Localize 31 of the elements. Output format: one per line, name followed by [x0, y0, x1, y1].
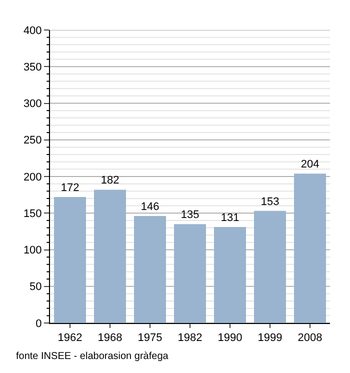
bar [134, 216, 166, 323]
y-tick-label: 350 [23, 61, 42, 74]
bar [254, 210, 286, 323]
data-label: 172 [60, 182, 80, 194]
x-tick-label: 1962 [58, 332, 82, 344]
y-tick-label: 300 [23, 98, 42, 110]
x-tick-label: 1990 [218, 332, 242, 344]
y-tick-label: 400 [23, 24, 42, 37]
y-tick-label: 250 [23, 134, 42, 147]
x-tick-label: 1968 [98, 332, 122, 344]
data-label: 204 [300, 158, 320, 171]
x-tick-label: 1982 [178, 332, 202, 344]
data-label: 182 [100, 174, 120, 187]
bar [174, 224, 206, 323]
y-tick-label: 150 [23, 208, 42, 220]
bar [54, 197, 86, 323]
source-note: fonte INSEE - elaborasion gràfega [16, 351, 169, 362]
bar [94, 190, 126, 323]
y-tick-label: 200 [23, 171, 42, 184]
y-tick-label: 0 [36, 318, 42, 330]
data-label: 153 [260, 196, 280, 208]
x-tick-label: 2008 [298, 332, 322, 344]
y-tick-label: 50 [30, 281, 42, 294]
bar [294, 174, 326, 323]
data-label: 135 [180, 209, 200, 222]
y-tick-label: 100 [23, 244, 42, 257]
data-label: 146 [140, 201, 160, 214]
data-label: 131 [220, 212, 240, 224]
x-tick-label: 1999 [258, 332, 282, 344]
x-tick-label: 1975 [138, 332, 162, 344]
bar [214, 227, 246, 323]
